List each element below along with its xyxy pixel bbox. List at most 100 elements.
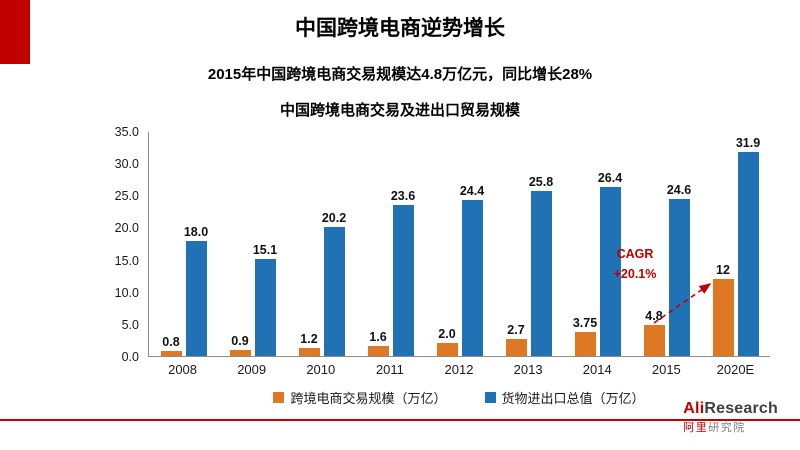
logo-ali-text: Ali	[683, 400, 705, 417]
legend-label-trade: 货物进出口总值（万亿）	[501, 391, 645, 406]
cagr-label: CAGR	[616, 247, 654, 261]
category-label: 2015	[651, 362, 681, 377]
chart-legend: 跨境电商交易规模（万亿） 货物进出口总值（万亿）	[148, 388, 770, 407]
logo-cn-gray-text: 研究院	[708, 422, 746, 434]
legend-label-ecommerce: 跨境电商交易规模（万亿）	[290, 391, 447, 406]
bar-column: 20.2	[321, 132, 347, 356]
bar-group: 1.6 23.6	[356, 132, 425, 356]
y-axis-tick: 25.0	[114, 189, 139, 204]
y-axis-tick: 20.0	[114, 221, 139, 236]
bar-column: 24.4	[459, 132, 485, 356]
y-axis-tick: 30.0	[114, 157, 139, 172]
bar-value-label: 26.4	[597, 171, 623, 186]
bar-column: 0.9	[229, 132, 252, 356]
footer-divider-line	[0, 419, 800, 421]
bar-value-label: 20.2	[321, 210, 347, 225]
logo-cn-red-text: 阿里	[683, 422, 709, 434]
y-axis-tick: 35.0	[114, 125, 139, 139]
bar-column: 18.0	[183, 132, 209, 356]
bar-value-label: 31.9	[735, 135, 761, 150]
bar	[599, 187, 621, 356]
bar-column: 15.1	[252, 132, 278, 356]
legend-swatch-ecommerce	[273, 392, 285, 403]
bar-value-label: 4.8	[645, 309, 663, 324]
bar-value-label: 2.0	[438, 327, 456, 342]
slide-title: 中国跨境电商逆势增长	[295, 17, 505, 40]
y-axis-tick: 10.0	[114, 285, 139, 300]
bar-value-label: 0.9	[231, 334, 249, 349]
bar-group: 3.75 26.4	[563, 132, 632, 356]
bar	[185, 240, 207, 356]
cagr-value: +20.1%	[613, 267, 657, 281]
bar	[254, 259, 276, 356]
legend-item-trade: 货物进出口总值（万亿）	[484, 388, 645, 407]
category-label: 2010	[306, 362, 336, 377]
bar	[530, 190, 552, 356]
category-label: 2008	[168, 362, 198, 377]
bar	[712, 279, 734, 356]
bar-value-label: 25.8	[528, 174, 554, 189]
bar-value-label: 18.0	[183, 224, 209, 239]
bar-value-label: 0.8	[162, 334, 180, 349]
bar	[392, 204, 414, 356]
bar-column: 2.7	[505, 132, 528, 356]
bar	[461, 199, 483, 356]
bar-group: 12 31.9	[701, 132, 770, 356]
bar-column: 0.8	[160, 132, 183, 356]
logo-en: AliResearch	[683, 401, 778, 417]
bar	[160, 350, 182, 356]
bar-value-label: 24.6	[666, 182, 692, 197]
bar	[643, 325, 665, 356]
y-axis-tick: 5.0	[121, 317, 139, 332]
bar-column: 1.2	[298, 132, 321, 356]
category-label: 2020E	[716, 362, 755, 377]
chart: 0.0 5.0 10.0 15.0 20.0 25.0 30.0 35.0 CAGR +20.…	[96, 125, 800, 364]
bar-column: 12	[712, 132, 735, 356]
bar-group: 2.7 25.8	[494, 132, 563, 356]
bar	[505, 338, 527, 356]
x-axis-labels: 2008 2009 2010 2011 2012 2013 2014 2015 2020E	[148, 357, 770, 377]
bar-value-label: 1.6	[369, 329, 387, 344]
y-axis: 0.0 5.0 10.0 15.0 20.0 25.0 30.0 35.0	[96, 125, 148, 364]
bar	[323, 226, 345, 356]
bar-column: 3.75	[572, 132, 598, 356]
bar-value-label: 3.75	[572, 316, 598, 330]
bar-column: 26.4	[597, 132, 623, 356]
bar-column: 2.0	[436, 132, 459, 356]
category-label: 2011	[375, 362, 404, 377]
bar	[737, 151, 759, 356]
bar-column: 31.9	[735, 132, 761, 356]
bar-column: 23.6	[390, 132, 416, 356]
plot-area: CAGR +20.1% 0.8 18.0 0.9 15.1 1.2 20.2 1.6 23.6…	[148, 132, 770, 357]
bar-group: 0.8 18.0	[149, 132, 218, 356]
bar	[229, 350, 251, 356]
category-label: 2009	[237, 362, 267, 377]
cagr-annotation: CAGR +20.1%	[597, 244, 673, 284]
bar-column: 25.8	[528, 132, 554, 356]
bar-value-label: 23.6	[390, 188, 416, 203]
bar-group: 1.2 20.2	[287, 132, 356, 356]
logo-cn: 阿里研究院	[683, 423, 778, 434]
chart-title: 中国跨境电商交易及进出口贸易规模	[279, 102, 520, 119]
bar-group: 2.0 24.4	[425, 132, 494, 356]
y-axis-tick: 15.0	[114, 253, 139, 268]
legend-item-ecommerce: 跨境电商交易规模（万亿）	[273, 388, 447, 407]
slide-subtitle: 2015年中国跨境电商交易规模达4.8万亿元，同比增长28%	[207, 66, 593, 83]
bar	[436, 343, 458, 356]
bar-value-label: 1.2	[300, 332, 318, 347]
ali-research-logo: AliResearch 阿里研究院	[683, 401, 778, 434]
bar-value-label: 2.7	[507, 322, 525, 337]
bar-value-label: 12	[716, 263, 730, 278]
y-axis-tick: 0.0	[121, 350, 139, 364]
category-label: 2012	[444, 362, 474, 377]
bar	[367, 345, 389, 356]
bar-column: 1.6	[367, 132, 390, 356]
bar-group: 0.9 15.1	[218, 132, 287, 356]
category-label: 2013	[513, 362, 543, 377]
bar-value-label: 24.4	[459, 183, 485, 198]
bar	[298, 348, 320, 356]
logo-research-text: Research	[704, 400, 778, 417]
bar	[574, 332, 596, 356]
bar-value-label: 15.1	[252, 243, 278, 258]
corner-accent-block	[0, 0, 30, 64]
